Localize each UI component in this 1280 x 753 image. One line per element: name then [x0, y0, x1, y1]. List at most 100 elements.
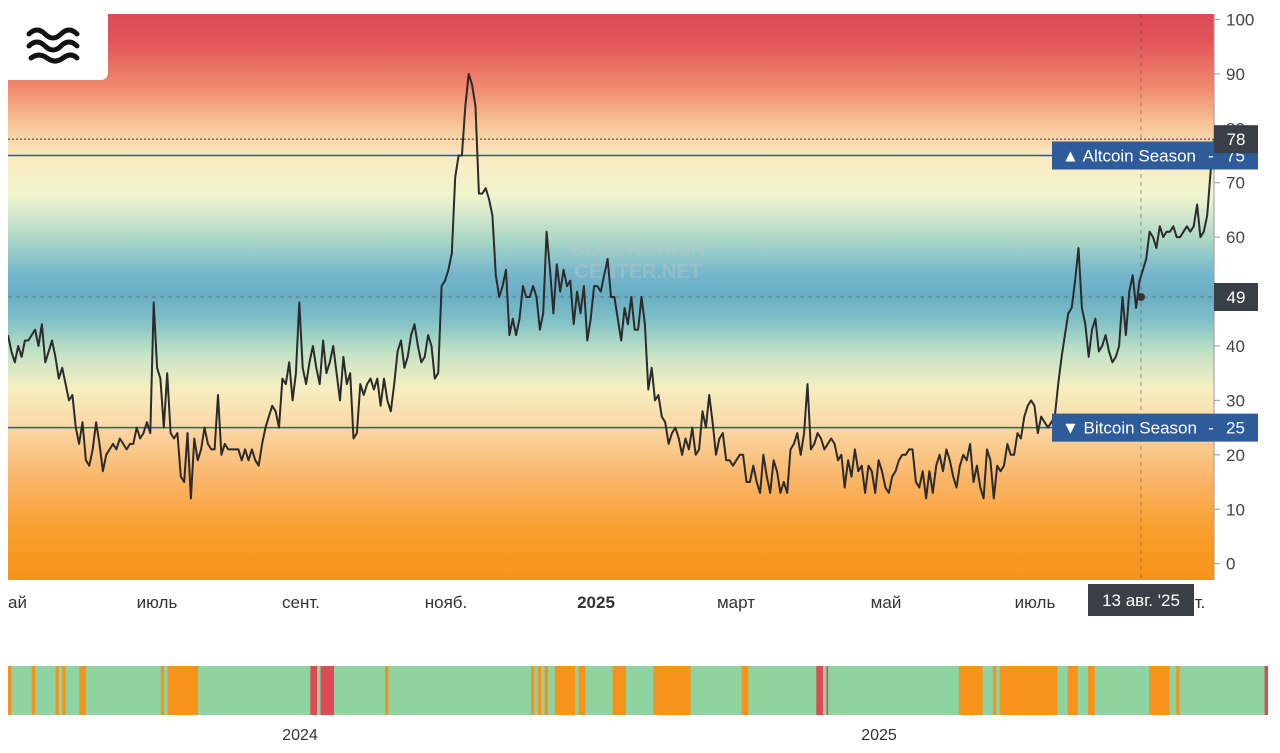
- y-tick-label: 60: [1226, 228, 1245, 247]
- strip-segment-green: [317, 666, 321, 715]
- crosshair-date-tag: 13 авг. '25: [1088, 584, 1194, 616]
- strip-segment-orange: [571, 666, 576, 715]
- strip-segment-green: [1057, 666, 1068, 715]
- logo-badge: [8, 14, 108, 80]
- strip-segment-green: [388, 666, 531, 715]
- strip-segment-orange: [544, 666, 548, 715]
- strip-segment-orange: [531, 666, 535, 715]
- strip-segment-red: [826, 666, 829, 715]
- strip-segment-orange: [554, 666, 572, 715]
- watermark-line-2: CENTER.NET: [574, 261, 702, 283]
- watermark: BLOCKCHAIN CENTER.NET: [571, 239, 705, 283]
- strip-segment-orange: [578, 666, 586, 715]
- x-tick-label: июль: [137, 593, 178, 612]
- strip-segment-orange: [1067, 666, 1078, 715]
- strip-segment-green: [982, 666, 993, 715]
- strip-segment-orange: [62, 666, 66, 715]
- x-tick-label: сент.: [282, 593, 320, 612]
- strip-segment-orange: [653, 666, 657, 715]
- current-value-tag-bg: [1214, 125, 1258, 154]
- strip-segment-green: [1179, 666, 1265, 715]
- strip-label-2025: 2025: [861, 727, 897, 744]
- strip-segment-green: [748, 666, 817, 715]
- strip-segment-orange: [55, 666, 59, 715]
- current-value-tag: 78: [1214, 125, 1258, 154]
- current-value-tag-text: 78: [1227, 130, 1246, 149]
- altcoin-season-label-text: ▲ Altcoin Season: [1062, 147, 1196, 166]
- strip-segment-orange: [79, 666, 87, 715]
- x-tick-label: т.: [1195, 593, 1206, 612]
- strip-segment-green: [626, 666, 654, 715]
- strip-segment-orange: [999, 666, 1058, 715]
- crosshair-value-tag-text: 49: [1227, 288, 1246, 307]
- bitcoin-season-label: ▼ Bitcoin Season - 25: [1052, 413, 1258, 442]
- strip-segment-green: [575, 666, 579, 715]
- strip-segment-green: [164, 666, 168, 715]
- x-tick-label: ай: [8, 593, 27, 612]
- bitcoin-season-value: 25: [1226, 419, 1245, 438]
- y-tick-label: 40: [1226, 337, 1245, 356]
- crosshair-date-tag-text: 13 авг. '25: [1102, 591, 1180, 610]
- strip-segment-green: [585, 666, 613, 715]
- strip-segment-orange: [385, 666, 389, 715]
- strip-segment-orange: [622, 666, 627, 715]
- strip-segment-orange: [1149, 666, 1170, 715]
- strip-segment-orange: [537, 666, 542, 715]
- y-tick-label: 70: [1226, 174, 1245, 193]
- strip-segment-green: [548, 666, 555, 715]
- bitcoin-season-label-text: ▼ Bitcoin Season: [1062, 419, 1197, 438]
- bitcoin-season-dash: -: [1208, 419, 1214, 438]
- strip-segment-orange: [741, 666, 749, 715]
- y-tick-label: 20: [1226, 446, 1245, 465]
- strip-segment-green: [86, 666, 161, 715]
- strip-segment-green: [58, 666, 63, 715]
- y-tick-label: 90: [1226, 65, 1245, 84]
- strip-segment-green: [334, 666, 385, 715]
- strip-segment-green: [11, 666, 32, 715]
- x-tick-label: нояб.: [425, 593, 468, 612]
- strip-segment-green: [828, 666, 959, 715]
- crosshair-point: [1137, 293, 1145, 301]
- x-tick-label: июль: [1015, 593, 1056, 612]
- y-tick-label: 10: [1226, 500, 1245, 519]
- strip-segment-green: [541, 666, 545, 715]
- crosshair-date-tag-bg: [1088, 584, 1194, 616]
- x-axis: ай июль сент. нояб. 2025 март май июль т.: [8, 593, 1205, 612]
- strip-segment-orange: [167, 666, 199, 715]
- strip-segment-green: [1169, 666, 1177, 715]
- strip-segment-orange: [8, 666, 12, 715]
- y-tick-label: 100: [1226, 10, 1254, 29]
- watermark-line-1: BLOCKCHAIN: [571, 239, 705, 261]
- strip-segment-orange: [1088, 666, 1095, 715]
- strip-segment-orange: [656, 666, 688, 715]
- strip-segment-green: [65, 666, 80, 715]
- strip-segment-green: [198, 666, 311, 715]
- strip-segment-orange: [612, 666, 623, 715]
- strip-label-2024: 2024: [282, 727, 318, 744]
- altcoin-index-line: [8, 72, 1214, 500]
- strip-segment-green: [996, 666, 1000, 715]
- strip-segment-orange: [687, 666, 691, 715]
- strip-segment-orange: [992, 666, 997, 715]
- x-tick-label: май: [871, 593, 902, 612]
- altcoin-season-dash: -: [1208, 147, 1214, 166]
- strip-segment-orange: [958, 666, 983, 715]
- strip-segment-red: [1264, 666, 1268, 715]
- strip-segment-green: [1077, 666, 1088, 715]
- waves-icon: [26, 27, 80, 64]
- strip-segment-orange: [1176, 666, 1180, 715]
- x-tick-label: 2025: [577, 593, 615, 612]
- x-tick-label: март: [717, 593, 755, 612]
- strip-segment-green: [690, 666, 742, 715]
- strip-segment-orange: [31, 666, 36, 715]
- crosshair-value-tag: 49: [1214, 283, 1258, 311]
- bitcoin-season-label-bg: [1052, 413, 1258, 442]
- strip-segment-red: [816, 666, 824, 715]
- strip-segment-green: [1094, 666, 1150, 715]
- strip-segment-green: [823, 666, 827, 715]
- y-tick-label: 30: [1226, 391, 1245, 410]
- strip-segment-green: [35, 666, 56, 715]
- crosshair-value-tag-bg: [1214, 283, 1258, 311]
- season-history-strip: [8, 666, 1268, 715]
